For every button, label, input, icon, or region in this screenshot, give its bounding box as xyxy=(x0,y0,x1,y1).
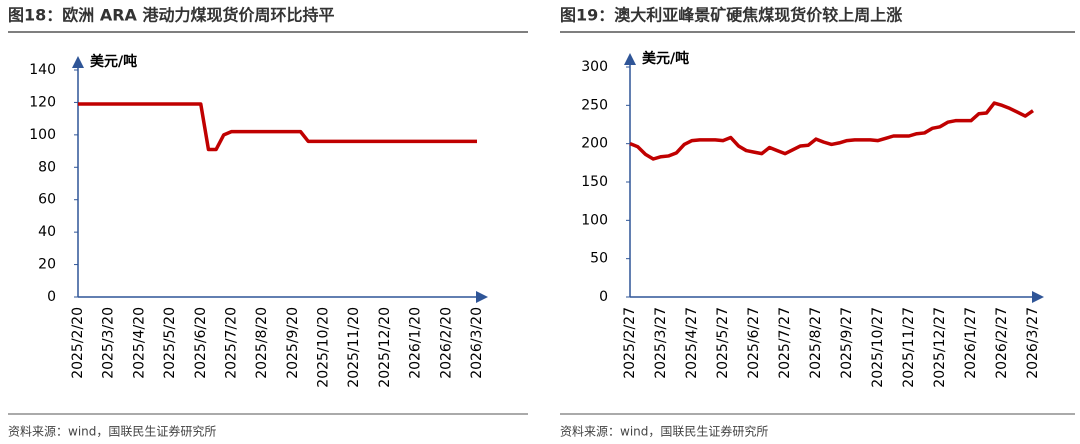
chart-title: 图18：欧洲 ARA 港动力煤现货价周环比持平 xyxy=(8,6,335,25)
x-tick-label: 2025/12/20 xyxy=(377,307,393,388)
y-tick-label: 0 xyxy=(599,289,608,305)
y-tick-label: 0 xyxy=(47,289,56,305)
x-tick-label: 2026/2/27 xyxy=(994,307,1010,379)
y-tick-label: 20 xyxy=(38,257,56,273)
x-tick-label: 2026/2/20 xyxy=(438,307,454,379)
x-tick-label: 2026/1/27 xyxy=(963,307,979,379)
y-tick-label: 250 xyxy=(581,97,608,113)
y-tick-label: 200 xyxy=(581,136,608,152)
x-tick-label: 2025/5/27 xyxy=(715,307,731,379)
x-tick-label: 2025/9/27 xyxy=(839,307,855,379)
source: 资料来源：wind，国联民生证券研究所 xyxy=(560,424,768,439)
line xyxy=(629,101,1034,161)
y-tick-label: 80 xyxy=(38,159,56,175)
x-tick-label: 2026/3/27 xyxy=(1025,307,1041,379)
x-tick-label: 2025/8/27 xyxy=(808,307,824,379)
y-tick-label: 50 xyxy=(590,251,608,267)
x-tick-label: 2025/8/20 xyxy=(254,307,270,379)
x-tick-label: 2025/9/20 xyxy=(285,307,301,379)
x-tick-label: 2025/3/20 xyxy=(101,307,117,379)
y-tick-label: 100 xyxy=(29,127,56,143)
x-tick-label: 2025/7/27 xyxy=(777,307,793,379)
line xyxy=(78,102,477,152)
x-tick-label: 2025/10/20 xyxy=(316,307,332,388)
x-tick-label: 2025/3/27 xyxy=(653,307,669,379)
x-tick-label: 2025/2/27 xyxy=(622,307,638,379)
x-tick-label: 2025/4/27 xyxy=(684,307,700,379)
x-tick-label: 2025/10/27 xyxy=(870,307,886,388)
y-tick-label: 40 xyxy=(38,224,56,240)
x-tick-label: 2025/2/20 xyxy=(70,307,86,379)
x-tick-label: 2025/7/20 xyxy=(223,307,239,379)
x-tick-label: 2026/3/20 xyxy=(469,307,485,379)
y-tick-label: 150 xyxy=(581,174,608,190)
x-tick-label: 2025/11/20 xyxy=(346,307,362,388)
x-tick-label: 2025/6/27 xyxy=(746,307,762,379)
y-unit: 美元/吨 xyxy=(642,50,689,67)
x-tick-label: 2026/1/20 xyxy=(408,307,424,379)
y-tick-label: 60 xyxy=(38,192,56,208)
x-tick-label: 2025/4/20 xyxy=(131,307,147,379)
x-tick-label: 2025/5/20 xyxy=(162,307,178,379)
y-tick-label: 120 xyxy=(29,94,56,110)
y-unit: 美元/吨 xyxy=(90,53,137,70)
x-tick-label: 2025/6/20 xyxy=(193,307,209,379)
source: 资料来源：wind，国联民生证券研究所 xyxy=(8,424,216,439)
y-tick-label: 100 xyxy=(581,212,608,228)
x-tick-label: 2025/12/27 xyxy=(932,307,948,388)
y-tick-label: 300 xyxy=(581,59,608,75)
x-tick-label: 2025/11/27 xyxy=(901,307,917,388)
chart-title: 图19：澳大利亚峰景矿硬焦煤现货价较上周上涨 xyxy=(560,6,902,25)
y-tick-label: 140 xyxy=(29,62,56,78)
